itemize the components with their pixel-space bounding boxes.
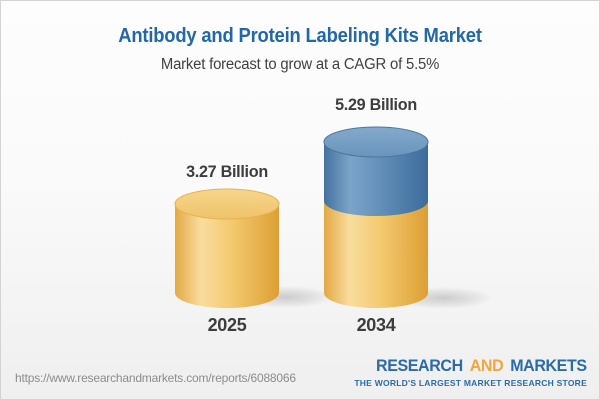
value-label-2034: 5.29 Billion — [335, 95, 417, 114]
logo-word-and: AND — [470, 357, 504, 375]
bar-2025 — [174, 188, 280, 308]
chart-title: Antibody and Protein Labeling Kits Marke… — [118, 25, 482, 47]
logo-tagline: THE WORLD'S LARGEST MARKET RESEARCH STOR… — [354, 378, 587, 388]
bar-2034 — [323, 126, 429, 308]
logo-word-markets: MARKETS — [510, 357, 588, 375]
logo-wordmark: RESEARCH AND MARKETS — [361, 357, 587, 376]
value-label-2025: 3.27 Billion — [186, 162, 268, 181]
category-label-2034: 2034 — [356, 315, 396, 335]
category-label-2025: 2025 — [207, 315, 247, 335]
bar-2034-growth-segment — [323, 126, 429, 216]
research-and-markets-logo: RESEARCH AND MARKETS THE WORLD'S LARGEST… — [354, 357, 587, 388]
logo-word-research: RESEARCH — [376, 357, 464, 375]
chart-subtitle: Market forecast to grow at a CAGR of 5.5… — [160, 56, 440, 73]
report-url-link[interactable]: https://www.researchandmarkets.com/repor… — [15, 371, 296, 385]
